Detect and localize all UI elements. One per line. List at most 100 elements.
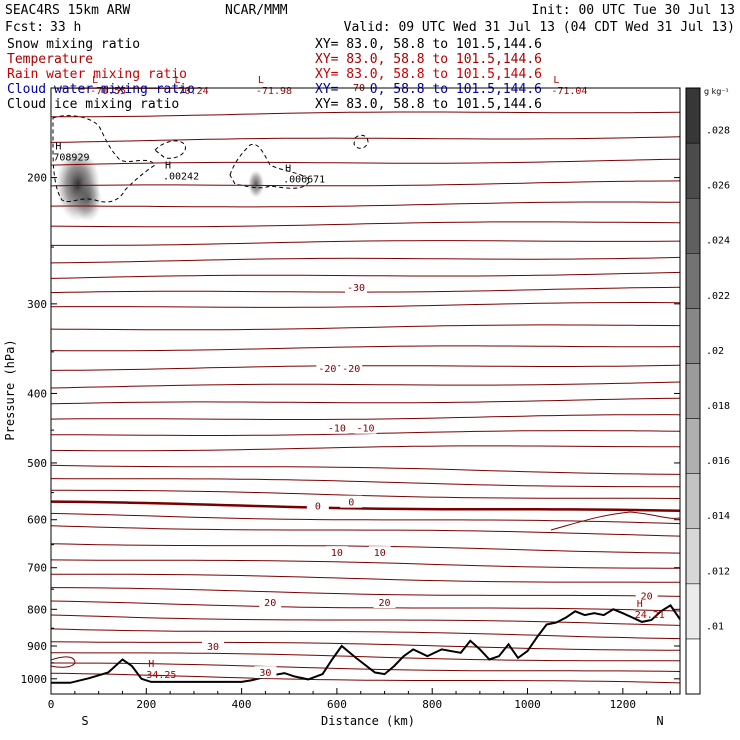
colorbar-segment <box>685 418 701 474</box>
temperature-contour <box>51 324 680 331</box>
colorbar-tick-label: .028 <box>706 126 730 137</box>
extremum-type: H <box>55 141 61 152</box>
temperature-contour-label: -20 <box>342 364 360 375</box>
extremum-value: 24.21 <box>635 610 665 621</box>
x-tick-label: 600 <box>327 698 347 711</box>
colorbar-tick-label: .016 <box>706 456 730 467</box>
colorbar-tick-label: .012 <box>706 566 730 577</box>
temperature-contour <box>51 672 680 684</box>
temperature-contour-label: -20 <box>318 364 336 375</box>
temperature-contour <box>51 652 680 662</box>
extremum-value: 708929 <box>53 152 89 163</box>
colorbar-frame <box>685 87 701 695</box>
temperature-contour-label: 20 <box>379 598 391 609</box>
terrain-profile <box>51 604 681 684</box>
colorbar: .01 .012 .014 .016 .018 .02 .022 .024 .026 .028 <box>685 87 730 695</box>
temperature-contour <box>51 271 680 279</box>
y-tick-label: 200 <box>27 172 47 185</box>
colorbar-segment <box>685 253 701 309</box>
field-name: Rain water mixing ratio <box>7 67 187 82</box>
temperature-contour-label: 20 <box>641 592 653 603</box>
x-tick-label: 0 <box>48 698 55 711</box>
field-xy: XY= 83.0, 58.8 to 101.5,144.6 <box>315 97 542 112</box>
colorbar-segment <box>685 197 701 254</box>
model-title: SEAC4RS 15km ARW <box>5 3 130 18</box>
x-axis: 0 200 400 600 800 1000 1200 <box>48 688 671 711</box>
x-tick-label: 1000 <box>514 698 541 711</box>
colorbar-segment <box>685 583 701 640</box>
contour-label-bg <box>340 495 363 508</box>
extremum-value: 34.25 <box>146 670 176 681</box>
x-tick-label: 800 <box>422 698 442 711</box>
colorbar-segment <box>685 142 701 199</box>
field-xy: XY= 83.0, 58.8 to 101.5,144.6 <box>315 67 542 82</box>
field-xy: XY= 83.0, 58.8 to 101.5,144.6 <box>315 82 542 97</box>
temperature-contour <box>51 381 680 389</box>
south-label: S <box>81 714 88 728</box>
contour-label-bg <box>306 499 329 512</box>
x-tick-label: 400 <box>232 698 252 711</box>
temperature-contour <box>51 500 680 513</box>
colorbar-tick-label: .014 <box>706 511 730 522</box>
extremum-type: H <box>148 659 154 670</box>
extremum-value: -70.24 <box>173 86 209 97</box>
contour-label-bg <box>259 596 282 609</box>
extremum-type: L <box>258 75 264 86</box>
colorbar-segment <box>685 363 701 419</box>
north-label: N <box>656 714 663 728</box>
colorbar-tick-label: .01 <box>706 621 724 632</box>
header: SEAC4RS 15km ARW NCAR/MMM Init: 00 UTC T… <box>5 3 735 35</box>
x-axis-label: Distance (km) <box>321 714 415 728</box>
y-axis-label: Pressure (hPa) <box>3 339 17 440</box>
temperature-contour <box>51 158 680 166</box>
temperature-contour-label: 20 <box>264 598 276 609</box>
x-tick-label: 1200 <box>610 698 637 711</box>
temperature-contour <box>51 397 680 405</box>
y-tick-label: 500 <box>27 457 47 470</box>
contour-label-bg <box>325 546 348 559</box>
field-name: Temperature <box>7 52 93 67</box>
extremum-value: -71.04 <box>551 86 587 97</box>
temperature-contour-label: 10 <box>331 548 343 559</box>
colorbar-tick-label: .022 <box>706 291 730 302</box>
contour-label-bg <box>344 81 367 93</box>
temperature-contour-label: -10 <box>328 424 346 435</box>
colorbar-segment <box>685 528 701 585</box>
temperature-contour <box>51 641 680 651</box>
valid-time: Valid: 09 UTC Wed 31 Jul 13 (04 CDT Wed … <box>344 20 735 35</box>
temperature-contour <box>51 240 680 246</box>
temperature-contours <box>51 88 680 684</box>
temperature-contour <box>51 628 680 640</box>
colorbar-tick-label: .018 <box>706 401 730 412</box>
colorbar-tick-label: .024 <box>706 236 730 247</box>
temperature-contour <box>51 221 680 228</box>
colorbar-segment <box>685 638 701 695</box>
contour-label-bg <box>316 362 339 375</box>
extremum-type: L <box>175 75 181 86</box>
extremum-type: H <box>165 161 171 172</box>
temperature-contour <box>51 414 680 420</box>
field-legend: Snow mixing ratio XY= 83.0, 58.8 to 101.5… <box>7 37 542 112</box>
extremum-value: -71.98 <box>256 86 292 97</box>
snow-maximum-central <box>248 170 264 198</box>
contour-label-bg <box>373 596 396 609</box>
plot-frame <box>50 87 681 695</box>
y-tick-label: 800 <box>27 603 47 616</box>
extremum-type: H <box>285 164 291 175</box>
extremum-type: H <box>637 599 643 610</box>
extrema-labels: H708929H.00242H.006671L-70.55L-70.24L-71… <box>53 75 664 681</box>
contour-label-bg <box>254 666 277 679</box>
colorbar-segment <box>685 473 701 529</box>
colorbar-segment <box>685 308 701 364</box>
y-tick-label: 600 <box>27 514 47 527</box>
contour-label-bg <box>354 421 377 434</box>
temperature-contour-label: 0 <box>348 498 354 509</box>
contour-label-bg <box>635 589 658 602</box>
cloud-ice-contour-west <box>52 115 156 203</box>
temperature-contour <box>51 662 680 672</box>
temperature-contour <box>51 614 680 626</box>
contour-label-bg <box>325 421 348 434</box>
temperature-contour <box>51 256 680 264</box>
